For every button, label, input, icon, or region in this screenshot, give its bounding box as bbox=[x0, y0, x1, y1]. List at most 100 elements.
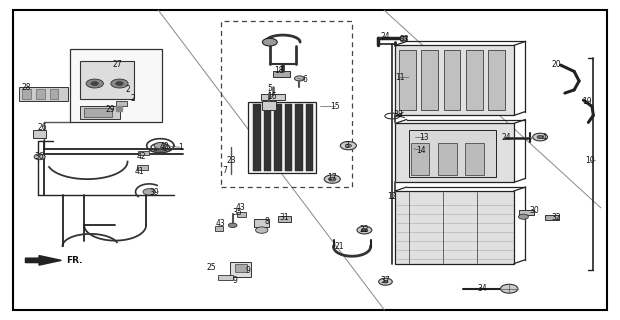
Text: 43: 43 bbox=[236, 203, 246, 212]
Text: 29: 29 bbox=[106, 105, 115, 114]
Text: 16: 16 bbox=[267, 92, 277, 101]
Bar bbox=[264, 104, 271, 171]
Text: 26: 26 bbox=[38, 123, 48, 132]
Circle shape bbox=[533, 133, 547, 141]
Text: 28: 28 bbox=[22, 83, 32, 92]
Bar bbox=[444, 50, 460, 110]
Polygon shape bbox=[25, 256, 61, 265]
Bar bbox=[409, 130, 495, 177]
Text: 36: 36 bbox=[34, 152, 44, 161]
Bar bbox=[80, 61, 135, 100]
Bar bbox=[84, 108, 112, 117]
Text: 20: 20 bbox=[551, 60, 561, 69]
Bar bbox=[438, 143, 456, 175]
Bar bbox=[262, 101, 276, 110]
Circle shape bbox=[537, 135, 543, 139]
Text: 19: 19 bbox=[582, 97, 592, 106]
Bar bbox=[399, 50, 416, 110]
Circle shape bbox=[262, 38, 277, 46]
Circle shape bbox=[111, 79, 128, 88]
Text: 32: 32 bbox=[551, 213, 561, 222]
Circle shape bbox=[518, 214, 528, 219]
Text: 42: 42 bbox=[137, 152, 146, 161]
Bar bbox=[116, 101, 127, 106]
Text: 35: 35 bbox=[232, 208, 242, 217]
Text: 13: 13 bbox=[420, 132, 429, 141]
Text: 5: 5 bbox=[267, 84, 272, 93]
Circle shape bbox=[340, 141, 356, 150]
Text: 9: 9 bbox=[232, 276, 237, 285]
Bar bbox=[253, 104, 260, 171]
Text: 18: 18 bbox=[274, 66, 284, 75]
Bar bbox=[221, 21, 352, 187]
Circle shape bbox=[154, 142, 167, 149]
Text: 3: 3 bbox=[345, 141, 350, 150]
Text: 39: 39 bbox=[149, 188, 159, 197]
Text: 43: 43 bbox=[216, 219, 226, 228]
Bar bbox=[260, 94, 285, 100]
Text: 38: 38 bbox=[394, 110, 403, 119]
Text: 11: 11 bbox=[395, 73, 404, 82]
Text: 15: 15 bbox=[330, 102, 340, 111]
Bar bbox=[295, 104, 303, 171]
Text: 12: 12 bbox=[388, 192, 397, 201]
Circle shape bbox=[324, 175, 340, 183]
Text: 2: 2 bbox=[125, 85, 130, 94]
Bar bbox=[396, 45, 514, 116]
Text: 27: 27 bbox=[112, 60, 122, 69]
Bar bbox=[237, 212, 246, 217]
Text: 7: 7 bbox=[223, 166, 228, 175]
Text: 9: 9 bbox=[246, 266, 250, 276]
Bar bbox=[234, 264, 247, 272]
Bar bbox=[545, 215, 559, 220]
Bar bbox=[488, 50, 505, 110]
Circle shape bbox=[357, 226, 372, 234]
Bar bbox=[215, 226, 223, 231]
Text: 22: 22 bbox=[359, 225, 368, 234]
Circle shape bbox=[86, 79, 104, 88]
Text: 24: 24 bbox=[381, 32, 390, 41]
Bar bbox=[466, 50, 482, 110]
Bar bbox=[248, 102, 316, 173]
Circle shape bbox=[383, 280, 388, 283]
Bar bbox=[254, 219, 269, 227]
Bar bbox=[306, 104, 313, 171]
Text: 30: 30 bbox=[529, 206, 539, 215]
Text: 24: 24 bbox=[502, 132, 512, 141]
Circle shape bbox=[255, 227, 268, 233]
Bar bbox=[273, 71, 290, 76]
Circle shape bbox=[361, 228, 368, 232]
Bar bbox=[218, 275, 233, 280]
Text: 4: 4 bbox=[541, 133, 546, 142]
Circle shape bbox=[379, 278, 392, 285]
Bar bbox=[285, 104, 292, 171]
Bar bbox=[19, 87, 68, 101]
Text: 14: 14 bbox=[417, 146, 426, 155]
Bar bbox=[36, 89, 45, 100]
Circle shape bbox=[228, 223, 237, 228]
Circle shape bbox=[143, 189, 156, 195]
Circle shape bbox=[34, 154, 45, 160]
Text: 1: 1 bbox=[178, 143, 182, 152]
Bar bbox=[422, 50, 438, 110]
Circle shape bbox=[329, 177, 336, 181]
Text: 21: 21 bbox=[335, 242, 345, 251]
Text: 40: 40 bbox=[160, 142, 169, 151]
Bar bbox=[138, 151, 149, 155]
Text: 37: 37 bbox=[381, 276, 391, 285]
Bar bbox=[278, 216, 291, 222]
Text: 10: 10 bbox=[585, 156, 595, 164]
Bar bbox=[411, 143, 430, 175]
Bar bbox=[396, 123, 514, 182]
Text: FR.: FR. bbox=[66, 256, 82, 265]
Circle shape bbox=[294, 76, 304, 81]
Text: 31: 31 bbox=[279, 213, 289, 222]
Text: 34: 34 bbox=[477, 284, 487, 292]
Bar bbox=[400, 36, 406, 40]
Circle shape bbox=[116, 82, 123, 85]
Text: 25: 25 bbox=[206, 263, 216, 272]
Polygon shape bbox=[117, 107, 122, 111]
Circle shape bbox=[500, 284, 518, 293]
Bar bbox=[70, 49, 162, 122]
Bar bbox=[229, 262, 251, 277]
